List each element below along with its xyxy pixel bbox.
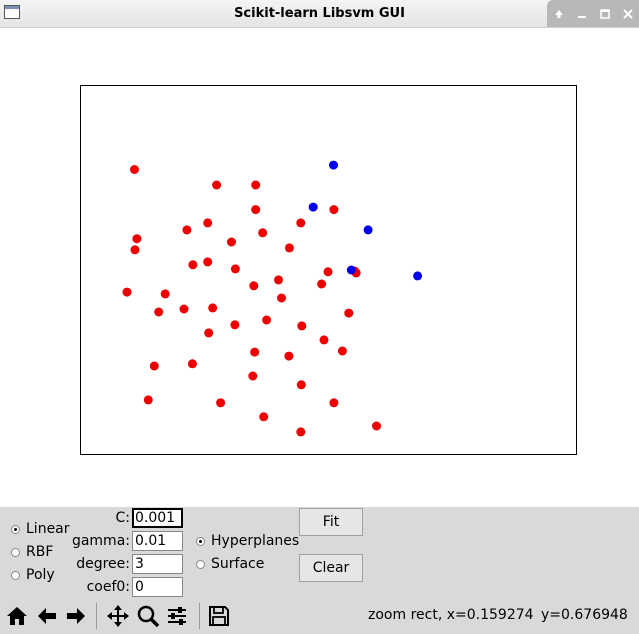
red-data-point	[149, 361, 159, 371]
blue-data-point	[308, 202, 318, 212]
red-data-point	[230, 320, 240, 330]
red-data-point	[250, 347, 260, 357]
red-data-point	[372, 421, 381, 431]
red-data-point	[203, 257, 213, 267]
red-data-point	[216, 398, 226, 408]
red-data-point	[344, 308, 354, 318]
status-x: x=0.159274	[446, 607, 534, 623]
plot-canvas[interactable]	[0, 28, 639, 507]
degree-label: degree:	[76, 556, 130, 572]
kernel-rbf-radio[interactable]: RBF	[11, 544, 53, 560]
coef0-label: coef0:	[86, 579, 130, 595]
shade-icon[interactable]	[550, 5, 568, 23]
zoom-icon[interactable]	[134, 602, 162, 630]
blue-data-point	[346, 265, 356, 275]
home-icon[interactable]	[3, 602, 31, 630]
blue-data-point	[329, 160, 338, 170]
red-data-point	[230, 264, 240, 274]
gamma-input[interactable]: 0.01	[132, 531, 183, 551]
subplots-icon[interactable]	[163, 602, 191, 630]
red-data-point	[154, 307, 164, 317]
radio-indicator	[196, 559, 205, 569]
hyperplanes-radio[interactable]: Hyperplanes	[196, 533, 299, 549]
red-data-point	[317, 279, 327, 289]
back-arrow-icon[interactable]	[33, 602, 61, 630]
kernel-linear-radio[interactable]: Linear	[11, 521, 70, 537]
window-title: Scikit-learn Libsvm GUI	[234, 6, 405, 21]
red-data-point	[130, 245, 140, 255]
red-data-point	[258, 228, 268, 238]
red-data-point	[248, 371, 258, 381]
minimize-icon[interactable]	[573, 5, 591, 23]
blue-data-point	[413, 271, 423, 281]
status-mode-text: zoom rect	[368, 607, 438, 623]
red-data-point	[130, 165, 139, 174]
gamma-label: gamma:	[71, 533, 130, 549]
red-data-point	[208, 303, 218, 313]
red-data-point	[249, 281, 259, 291]
red-data-point	[188, 260, 198, 270]
red-data-point	[319, 335, 329, 345]
status-mode: zoom rect, x=0.159274	[368, 607, 534, 623]
window-icon	[4, 5, 20, 19]
degree-input[interactable]: 3	[132, 554, 183, 574]
radio-indicator	[196, 536, 205, 546]
red-data-point	[329, 398, 339, 408]
save-icon[interactable]	[205, 602, 233, 630]
red-data-point	[323, 267, 333, 277]
red-data-point	[296, 427, 306, 437]
radio-indicator	[11, 547, 20, 557]
toolbar-separator	[199, 603, 200, 629]
blue-data-point	[363, 225, 373, 235]
pan-icon[interactable]	[104, 602, 132, 630]
radio-label: Surface	[211, 556, 265, 572]
red-data-point	[259, 412, 269, 422]
coef0-input[interactable]: 0	[132, 577, 183, 597]
red-data-point	[143, 395, 153, 405]
red-data-point	[160, 289, 170, 299]
red-data-point	[262, 315, 272, 325]
red-data-point	[251, 205, 261, 215]
clear-button[interactable]: Clear	[299, 554, 363, 582]
close-icon[interactable]	[619, 5, 637, 23]
red-data-point	[132, 234, 142, 244]
radio-indicator	[11, 570, 20, 580]
red-data-point	[187, 359, 197, 369]
red-data-point	[204, 328, 214, 338]
kernel-poly-radio[interactable]: Poly	[11, 567, 55, 583]
red-data-point	[296, 218, 306, 228]
window-controls	[547, 0, 639, 27]
red-data-point	[337, 346, 347, 356]
red-data-point	[203, 218, 213, 228]
red-data-point	[329, 205, 339, 215]
red-data-point	[122, 287, 132, 297]
status-y: y=0.676948	[541, 607, 628, 623]
red-data-point	[212, 180, 222, 190]
title-bar: Scikit-learn Libsvm GUI	[0, 0, 639, 28]
red-data-point	[297, 321, 307, 331]
c-input[interactable]: 0.001	[132, 508, 183, 528]
radio-label: Linear	[26, 521, 70, 537]
fit-button[interactable]: Fit	[299, 508, 363, 536]
radio-label: Hyperplanes	[211, 533, 300, 549]
maximize-icon[interactable]	[596, 5, 614, 23]
red-data-point	[251, 180, 261, 190]
red-data-point	[277, 293, 286, 303]
radio-label: RBF	[26, 544, 54, 560]
surface-radio[interactable]: Surface	[196, 556, 264, 572]
red-data-point	[227, 237, 236, 247]
red-data-point	[296, 380, 306, 390]
scatter-plot[interactable]	[0, 28, 639, 507]
radio-label: Poly	[26, 567, 55, 583]
forward-arrow-icon[interactable]	[62, 602, 90, 630]
data-points	[122, 160, 423, 437]
red-data-point	[274, 275, 283, 285]
red-data-point	[284, 351, 294, 361]
red-data-point	[284, 243, 294, 253]
c-label: C:	[115, 510, 131, 526]
radio-indicator	[11, 524, 20, 534]
red-data-point	[182, 225, 192, 235]
red-data-point	[179, 304, 189, 314]
toolbar-separator	[96, 603, 97, 629]
